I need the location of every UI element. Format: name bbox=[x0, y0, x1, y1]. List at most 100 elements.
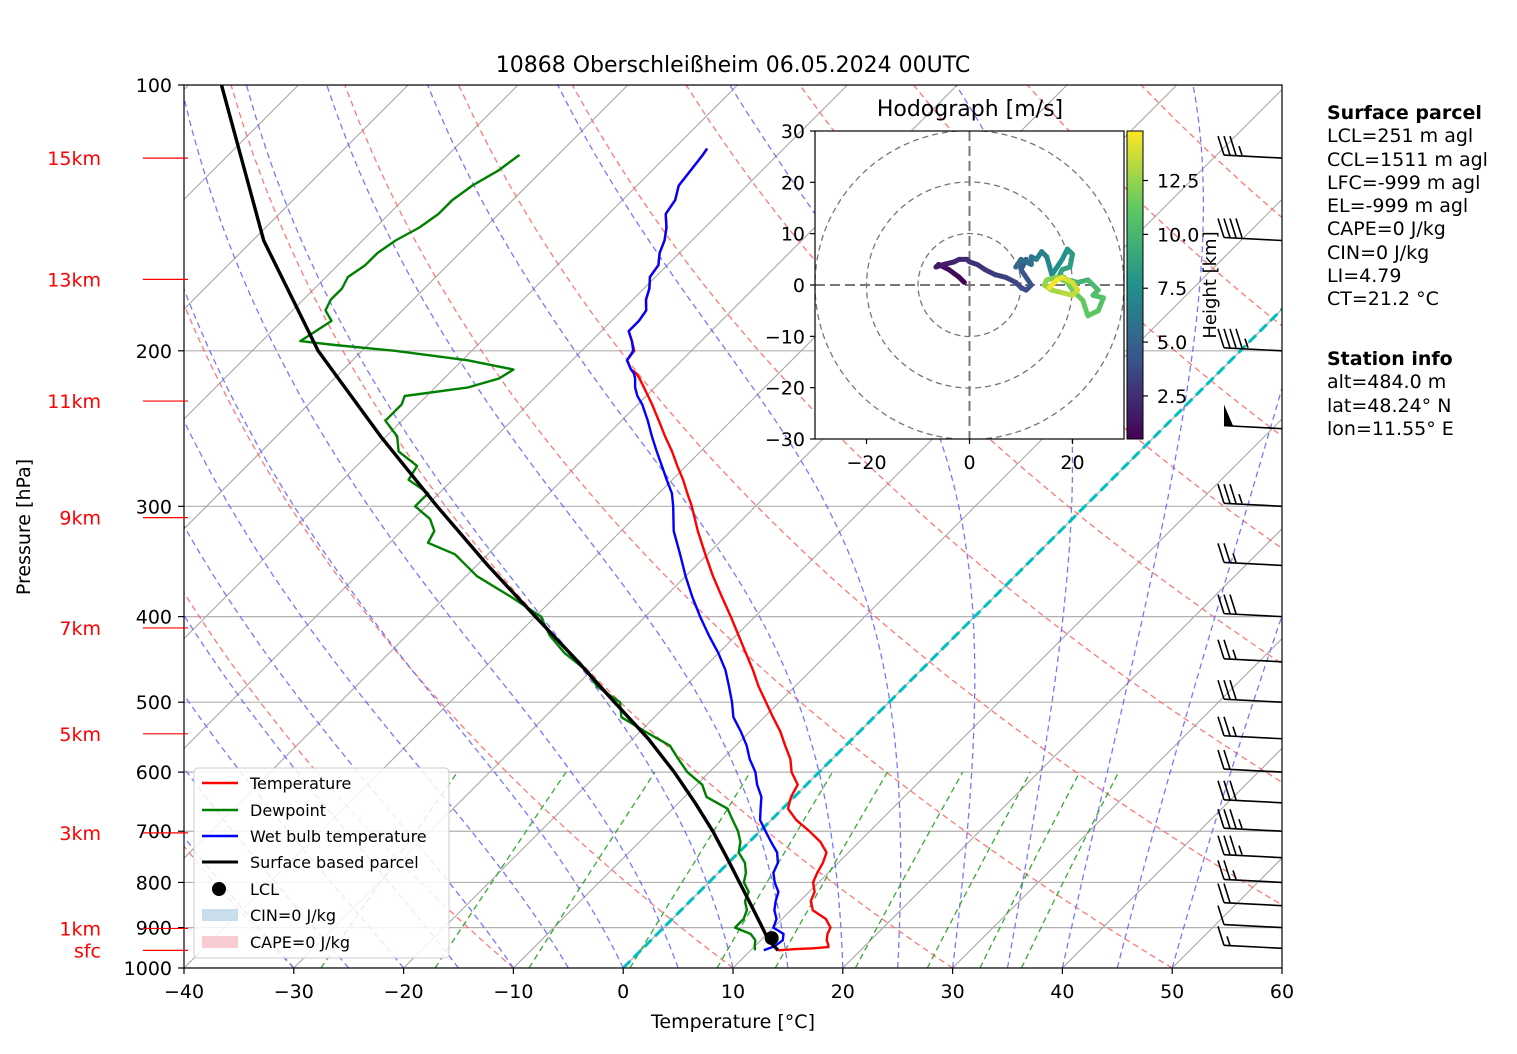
station-info-header: Station info bbox=[1327, 348, 1453, 370]
x-tick-label: 0 bbox=[617, 981, 629, 1003]
wind-barb-staff bbox=[1223, 236, 1283, 242]
legend-label-dewpoint: Dewpoint bbox=[250, 801, 326, 820]
lcl-marker bbox=[764, 931, 779, 946]
colorbar-label: Height [km] bbox=[1200, 231, 1221, 338]
wind-barb-full bbox=[1217, 905, 1225, 925]
wind-barb-full bbox=[1229, 835, 1237, 855]
wind-barb-full bbox=[1223, 835, 1231, 855]
wind-barb-full bbox=[1223, 883, 1231, 903]
height-label: sfc bbox=[74, 940, 101, 962]
wind-barb-staff bbox=[1223, 768, 1283, 773]
moist-adiabat bbox=[557, 85, 902, 968]
wind-barb bbox=[1217, 860, 1283, 884]
wind-barb-staff bbox=[1223, 944, 1283, 950]
colorbar-tick-label: 5.0 bbox=[1157, 332, 1187, 354]
moist-adiabat bbox=[184, 287, 624, 968]
hodograph-segment bbox=[1018, 267, 1034, 288]
legend: Temperature Dewpoint Wet bulb temperatur… bbox=[193, 767, 450, 959]
wind-barb bbox=[1217, 716, 1283, 740]
hodo-y-tick-label: −10 bbox=[765, 326, 805, 348]
dewpoint-profile bbox=[299, 153, 757, 951]
wind-barb-full bbox=[1229, 808, 1237, 829]
wind-barb-staff bbox=[1223, 827, 1283, 833]
wind-barb-full bbox=[1217, 135, 1225, 156]
isotherm-line bbox=[513, 198, 1282, 968]
mixing-ratio-line bbox=[528, 771, 656, 968]
wind-barb-staff bbox=[1223, 657, 1283, 663]
mixing-ratio-line bbox=[854, 771, 964, 968]
moist-adiabat bbox=[1116, 385, 1282, 968]
wind-barb-full bbox=[1229, 594, 1237, 614]
p-tick-label: 600 bbox=[136, 762, 172, 784]
wind-barb bbox=[1217, 679, 1283, 703]
hodo-x-tick-label: 20 bbox=[1060, 452, 1084, 474]
wind-barb-full bbox=[1223, 808, 1231, 829]
hodo-y-tick-label: 0 bbox=[793, 275, 805, 297]
hodograph-segment bbox=[1049, 256, 1065, 278]
wind-barb bbox=[1217, 639, 1283, 663]
wind-barb-half bbox=[1238, 818, 1243, 829]
dry-adiabat bbox=[458, 85, 1282, 906]
wind-barb bbox=[1217, 749, 1283, 773]
moist-adiabat bbox=[955, 85, 1074, 968]
wind-barb-full bbox=[1217, 543, 1225, 563]
legend-label-temperature: Temperature bbox=[249, 774, 351, 793]
wind-barb-full bbox=[1217, 780, 1225, 801]
wind-barb bbox=[1217, 808, 1283, 833]
cin-value: CIN=0 J/kg bbox=[1327, 241, 1430, 264]
wind-barb-full bbox=[1229, 135, 1237, 156]
wind-barb bbox=[1217, 780, 1283, 804]
wind-barb bbox=[1217, 926, 1283, 950]
legend-label-cin: CIN=0 J/kg bbox=[250, 906, 336, 925]
hodo-y-tick-label: 30 bbox=[781, 121, 805, 143]
wind-barb-staff bbox=[1223, 561, 1283, 567]
station-lat: lat=48.24° N bbox=[1327, 394, 1452, 417]
wind-barb-half bbox=[1232, 649, 1237, 660]
wind-barb-full bbox=[1217, 594, 1225, 614]
el-value: EL=-999 m agl bbox=[1327, 195, 1469, 218]
dry-adiabat bbox=[184, 302, 734, 968]
wind-barb bbox=[1217, 135, 1283, 159]
wind-barb-staff bbox=[1223, 901, 1283, 907]
wind-barb-half bbox=[1226, 936, 1231, 946]
legend-patch-cape bbox=[202, 936, 238, 948]
wind-barb bbox=[1217, 905, 1283, 929]
wind-barb bbox=[1217, 218, 1283, 242]
ct-value: CT=21.2 °C bbox=[1327, 288, 1439, 311]
height-label: 9km bbox=[59, 508, 101, 530]
wind-barb-full bbox=[1223, 639, 1231, 660]
ccl-value: CCL=1511 m agl bbox=[1327, 148, 1488, 171]
wetbulb-profile bbox=[625, 147, 785, 952]
wind-barb bbox=[1217, 835, 1283, 859]
wind-barb-full bbox=[1223, 218, 1231, 238]
wind-barb-full bbox=[1229, 484, 1237, 504]
mixing-ratio-line bbox=[629, 771, 751, 968]
wind-barb-half bbox=[1232, 726, 1237, 736]
legend-patch-cin bbox=[202, 909, 238, 921]
wind-barb-full bbox=[1223, 780, 1231, 801]
wind-barb-full bbox=[1217, 679, 1225, 700]
surface-parcel-info: Surface parcel LCL=251 m agl CCL=1511 m … bbox=[1327, 102, 1488, 312]
wind-barb-full bbox=[1223, 484, 1231, 504]
wind-barb-full bbox=[1217, 328, 1225, 349]
x-tick-label: 50 bbox=[1160, 981, 1184, 1003]
legend-label-lcl: LCL bbox=[250, 880, 279, 899]
station-lon: lon=11.55° E bbox=[1327, 417, 1454, 440]
x-tick-label: 20 bbox=[831, 981, 855, 1003]
moist-adiabat bbox=[427, 85, 844, 968]
wind-barb-half bbox=[1238, 845, 1243, 855]
hodo-x-tick-label: 0 bbox=[963, 452, 975, 474]
wind-barb-full bbox=[1217, 883, 1225, 903]
colorbar-tick-label: 7.5 bbox=[1157, 278, 1187, 300]
isotherm-line bbox=[842, 528, 1282, 968]
wind-barb-full bbox=[1229, 780, 1237, 801]
p-tick-label: 1000 bbox=[124, 958, 172, 980]
x-tick-label: 10 bbox=[721, 981, 745, 1003]
lcl-value: LCL=251 m agl bbox=[1327, 125, 1474, 148]
moist-adiabat bbox=[245, 85, 734, 968]
wind-barb-full bbox=[1217, 808, 1225, 829]
hodo-y-tick-label: −20 bbox=[765, 378, 805, 400]
hodograph-segment bbox=[1080, 297, 1091, 319]
moist-adiabat bbox=[1171, 613, 1282, 968]
hodograph-title: Hodograph [m/s] bbox=[877, 97, 1063, 122]
